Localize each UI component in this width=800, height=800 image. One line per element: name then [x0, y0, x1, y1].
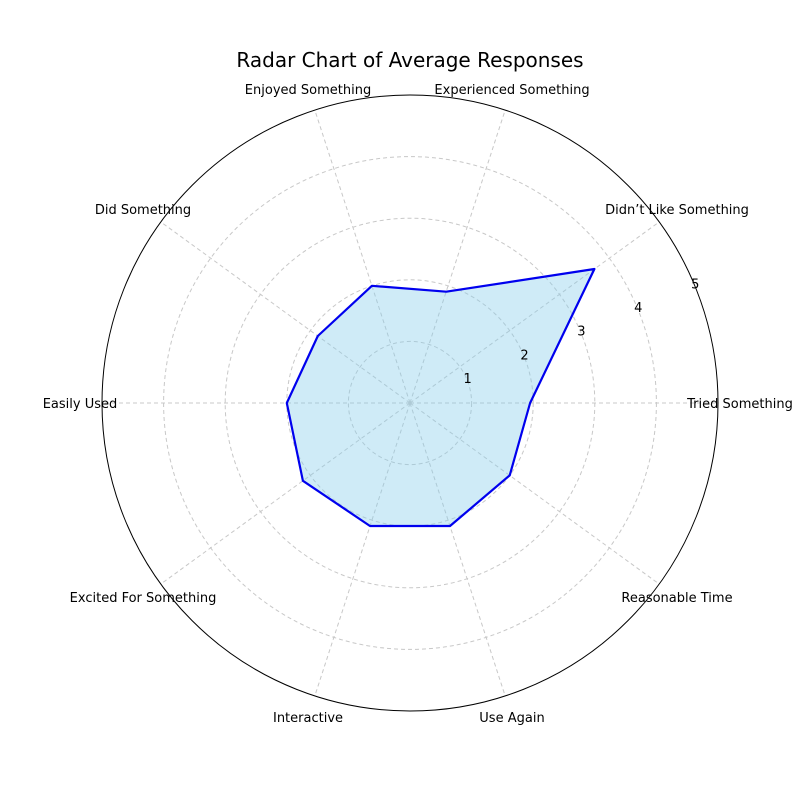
series-area: [286, 269, 595, 526]
radial-tick-label: 4: [634, 301, 642, 316]
category-labels: Tried Something Didn’t Like Something Expe…: [43, 83, 793, 726]
grid-spoke: [409, 109, 506, 404]
grid-spoke: [409, 221, 660, 404]
chart-title: Radar Chart of Average Responses: [236, 48, 583, 72]
radial-tick-label: 5: [691, 278, 699, 293]
category-label: Easily Used: [43, 397, 118, 412]
grid-spoke: [314, 402, 411, 697]
radial-tick-label: 1: [463, 372, 471, 387]
category-label: Interactive: [273, 711, 343, 726]
radar-series: [285, 267, 596, 528]
grid-spoke: [409, 402, 506, 697]
outer-frame: [101, 94, 719, 712]
grid-spoke: [314, 109, 411, 404]
radial-tick-label: 2: [520, 348, 528, 363]
category-label: Excited For Something: [70, 591, 217, 606]
grid-spoke: [160, 221, 411, 404]
category-label: Tried Something: [686, 397, 793, 412]
category-label: Use Again: [479, 711, 544, 726]
radial-tick-labels: 1 2 3 4 5: [463, 278, 699, 387]
radar-grid: [101, 94, 719, 712]
series-line: [285, 267, 596, 528]
grid-ring-1: [347, 340, 473, 466]
grid-spoke: [160, 402, 411, 585]
grid-spoke: [409, 402, 660, 585]
radial-tick-label: 3: [577, 325, 585, 340]
category-label: Did Something: [95, 203, 191, 218]
category-label: Reasonable Time: [621, 591, 732, 606]
category-label: Enjoyed Something: [245, 83, 371, 98]
category-label: Experienced Something: [434, 83, 589, 98]
category-label: Didn’t Like Something: [605, 203, 749, 218]
